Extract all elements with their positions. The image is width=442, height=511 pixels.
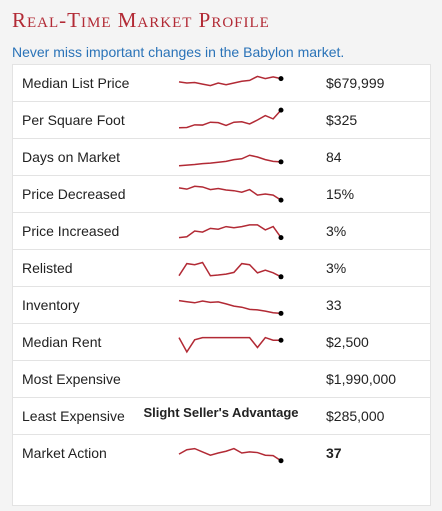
row-value: $1,990,000 — [326, 371, 397, 387]
row-value: $679,999 — [326, 75, 385, 91]
sparkline-end-dot — [278, 310, 284, 316]
row-label: Price Decreased — [22, 186, 126, 202]
sparkline-end-dot — [278, 274, 284, 280]
sparkline — [178, 185, 284, 203]
sparkline-end-dot — [278, 458, 284, 464]
row-label: Market Action — [22, 445, 107, 461]
market-profile-table: Median List Price $679,999 Per Square Fo… — [12, 64, 431, 506]
table-row: Market Action 37 — [13, 435, 430, 505]
sparkline-line — [178, 154, 282, 167]
sparkline-end-dot — [278, 159, 284, 165]
sparkline-end-dot — [278, 76, 284, 82]
table-row: Per Square Foot $325 — [13, 102, 430, 139]
row-label: Most Expensive — [22, 371, 121, 387]
table-row: Median List Price $679,999 — [13, 65, 430, 102]
sparkline — [178, 299, 284, 316]
table-row: Relisted 3% — [13, 250, 430, 287]
sparkline-line — [178, 299, 282, 315]
row-value: $2,500 — [326, 334, 369, 350]
sparkline — [178, 75, 284, 87]
sparkline-line — [178, 109, 282, 129]
sparkline-line — [178, 75, 282, 87]
market-action-caption: Slight Seller's Advantage — [143, 405, 299, 420]
table-row: Least Expensive $285,000 — [13, 398, 430, 435]
sparkline-line — [178, 261, 282, 278]
sparkline-line — [178, 224, 282, 239]
table-row: Days on Market 84 — [13, 139, 430, 176]
row-value: 3% — [326, 223, 347, 239]
sparkline-end-dot — [278, 197, 284, 203]
row-label: Price Increased — [22, 223, 120, 239]
sparkline — [178, 107, 284, 129]
row-label: Inventory — [22, 297, 80, 313]
sparkline — [178, 224, 284, 241]
row-label: Relisted — [22, 260, 73, 276]
sparkline — [178, 447, 284, 464]
row-value: $285,000 — [326, 408, 385, 424]
sparkline-end-dot — [278, 107, 284, 113]
row-value: 15% — [326, 186, 355, 202]
row-label: Median List Price — [22, 75, 130, 91]
sparkline-end-dot — [278, 337, 284, 343]
row-label: Days on Market — [22, 149, 121, 165]
row-label: Per Square Foot — [22, 112, 125, 128]
table-row: Most Expensive $1,990,000 — [13, 361, 430, 398]
sparkline — [178, 154, 284, 167]
table-row: Price Decreased 15% — [13, 176, 430, 213]
row-label: Least Expensive — [22, 408, 125, 424]
sparkline — [178, 336, 284, 354]
sparkline-line — [178, 336, 281, 354]
table-row: Price Increased 3% — [13, 213, 430, 250]
sparkline-end-dot — [278, 235, 284, 241]
page-title: Real-Time Market Profile — [12, 8, 270, 32]
table-row: Median Rent $2,500 — [13, 324, 430, 361]
table-row: Inventory 33 — [13, 287, 430, 324]
sparkline-line — [178, 447, 282, 462]
row-value: 33 — [326, 297, 342, 313]
sparkline-line — [178, 185, 282, 201]
row-label: Median Rent — [22, 334, 102, 350]
row-value: $325 — [326, 112, 358, 128]
row-value: 3% — [326, 260, 347, 276]
sparkline — [178, 261, 284, 280]
row-value: 37 — [326, 445, 342, 461]
page-subtitle: Never miss important changes in the Baby… — [12, 44, 345, 60]
row-value: 84 — [326, 149, 342, 165]
